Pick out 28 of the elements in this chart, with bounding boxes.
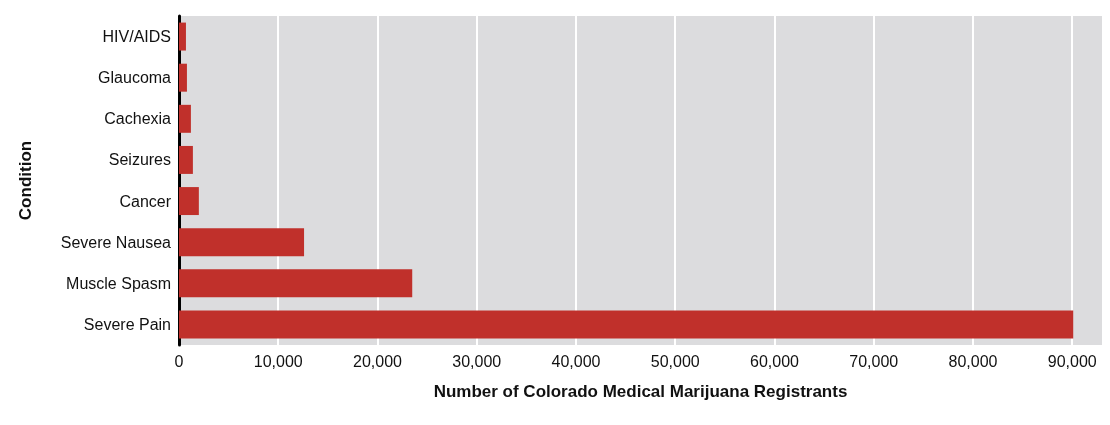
bar	[179, 145, 193, 174]
x-tick-label: 80,000	[948, 352, 998, 370]
bar	[179, 22, 186, 51]
bar	[179, 228, 305, 257]
x-axis-title: Number of Colorado Medical Marijuana Registrants	[433, 382, 848, 401]
y-tick-label: Cancer	[119, 192, 172, 210]
x-tick-label: 20,000	[353, 352, 403, 370]
x-tick-label: 70,000	[849, 352, 899, 370]
x-tick-label: 60,000	[750, 352, 800, 370]
y-tick-label: HIV/AIDS	[102, 28, 171, 46]
x-tick-label: 0	[174, 352, 184, 370]
y-tick-label: Seizures	[108, 151, 171, 169]
y-tick-label: Glaucoma	[98, 69, 172, 87]
bar	[179, 104, 191, 133]
y-tick-label: Cachexia	[104, 110, 172, 128]
bar	[179, 187, 199, 216]
x-tick-label: 50,000	[650, 352, 700, 370]
x-tick-label: 30,000	[452, 352, 502, 370]
bar	[179, 269, 413, 298]
y-tick-label: Severe Pain	[83, 315, 171, 333]
x-tick-label: 40,000	[551, 352, 601, 370]
y-tick-label: Severe Nausea	[60, 233, 172, 251]
y-axis-title: Condition	[16, 140, 35, 221]
y-tick-label: Muscle Spasm	[66, 274, 171, 292]
x-tick-label: 10,000	[253, 352, 303, 370]
x-tick-label: 90,000	[1047, 352, 1097, 370]
bar	[179, 310, 1074, 339]
bar	[179, 63, 187, 92]
